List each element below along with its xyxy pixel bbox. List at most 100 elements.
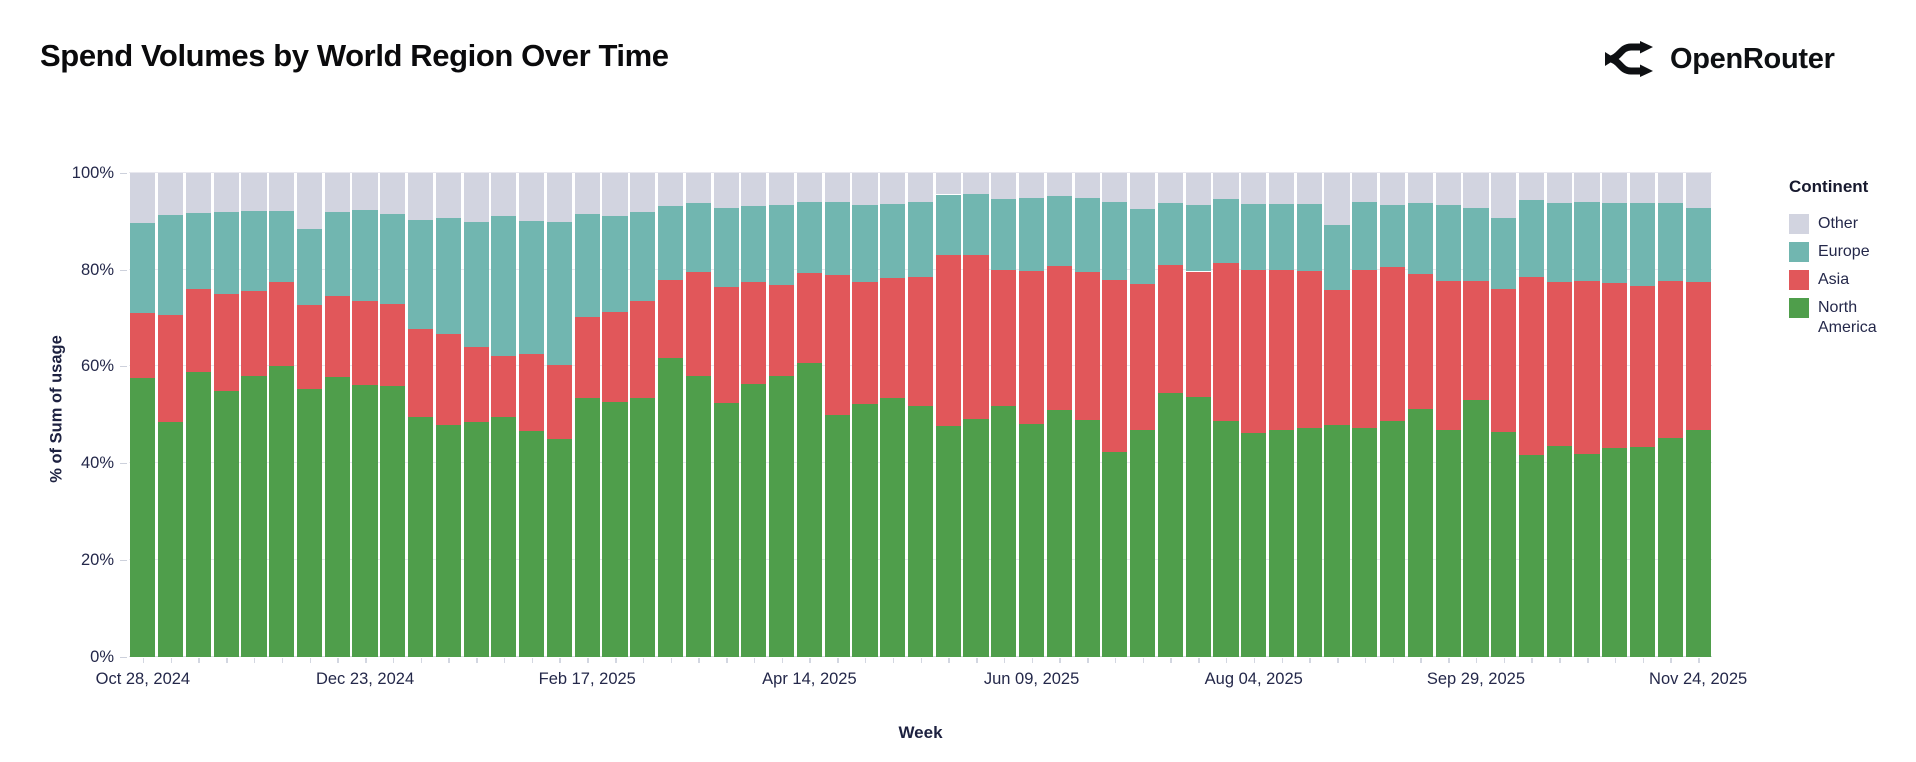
bar-segment-north_america[interactable] bbox=[741, 383, 767, 657]
bar-segment-other[interactable] bbox=[185, 172, 211, 213]
bar-segment-asia[interactable] bbox=[435, 334, 461, 426]
bar-segment-asia[interactable] bbox=[1491, 288, 1517, 432]
bar-segment-north_america[interactable] bbox=[1380, 421, 1406, 657]
bar-segment-other[interactable] bbox=[241, 172, 267, 212]
legend-item-other[interactable]: Other bbox=[1789, 214, 1909, 234]
bar-segment-north_america[interactable] bbox=[963, 419, 989, 657]
bar-segment-asia[interactable] bbox=[935, 254, 961, 427]
bar-segment-europe[interactable] bbox=[935, 194, 961, 255]
bar-segment-asia[interactable] bbox=[324, 296, 350, 377]
bar-week-22[interactable] bbox=[713, 172, 739, 657]
bar-segment-other[interactable] bbox=[519, 172, 545, 222]
bar-segment-asia[interactable] bbox=[1130, 284, 1156, 430]
bar-week-13[interactable] bbox=[463, 172, 489, 657]
bar-segment-asia[interactable] bbox=[713, 286, 739, 403]
bar-segment-europe[interactable] bbox=[657, 205, 684, 281]
bar-segment-other[interactable] bbox=[1268, 172, 1295, 204]
bar-week-42[interactable] bbox=[1268, 172, 1295, 657]
bar-segment-other[interactable] bbox=[130, 172, 156, 223]
bar-week-32[interactable] bbox=[991, 172, 1017, 657]
bar-segment-europe[interactable] bbox=[130, 222, 156, 314]
bar-segment-asia[interactable] bbox=[769, 285, 795, 377]
bar-segment-other[interactable] bbox=[1074, 172, 1100, 199]
bar-segment-europe[interactable] bbox=[769, 205, 795, 286]
bar-segment-europe[interactable] bbox=[796, 201, 822, 274]
bar-segment-other[interactable] bbox=[907, 172, 934, 202]
bar-segment-europe[interactable] bbox=[1491, 217, 1517, 289]
bar-segment-europe[interactable] bbox=[991, 199, 1017, 271]
bar-segment-other[interactable] bbox=[213, 172, 239, 212]
bar-segment-asia[interactable] bbox=[685, 272, 711, 377]
bar-segment-north_america[interactable] bbox=[1629, 446, 1656, 657]
bar-segment-other[interactable] bbox=[352, 172, 378, 210]
bar-segment-europe[interactable] bbox=[602, 215, 628, 312]
bar-segment-asia[interactable] bbox=[991, 270, 1017, 406]
bar-segment-asia[interactable] bbox=[408, 329, 434, 417]
bar-segment-asia[interactable] bbox=[1213, 263, 1239, 422]
bar-segment-asia[interactable] bbox=[852, 282, 878, 405]
bar-segment-other[interactable] bbox=[1102, 172, 1128, 203]
bar-segment-europe[interactable] bbox=[1324, 224, 1350, 290]
bar-segment-other[interactable] bbox=[1130, 172, 1156, 209]
bar-segment-north_america[interactable] bbox=[602, 401, 628, 657]
bar-week-27[interactable] bbox=[852, 172, 878, 657]
bar-week-35[interactable] bbox=[1074, 172, 1100, 657]
bar-segment-other[interactable] bbox=[1629, 172, 1656, 203]
bar-segment-europe[interactable] bbox=[1407, 202, 1433, 274]
bar-segment-asia[interactable] bbox=[213, 293, 239, 391]
bar-week-46[interactable] bbox=[1380, 172, 1406, 657]
bar-segment-other[interactable] bbox=[1435, 172, 1461, 206]
bar-segment-other[interactable] bbox=[435, 172, 461, 218]
bar-segment-europe[interactable] bbox=[296, 228, 323, 306]
bar-segment-europe[interactable] bbox=[1241, 204, 1267, 271]
bar-segment-europe[interactable] bbox=[574, 213, 600, 317]
bar-segment-north_america[interactable] bbox=[1463, 399, 1489, 657]
bar-segment-europe[interactable] bbox=[1185, 205, 1211, 272]
bar-segment-north_america[interactable] bbox=[130, 377, 156, 657]
bar-segment-europe[interactable] bbox=[1130, 208, 1156, 285]
bar-segment-other[interactable] bbox=[269, 172, 295, 211]
bar-segment-other[interactable] bbox=[546, 172, 573, 223]
bar-segment-north_america[interactable] bbox=[1102, 452, 1128, 657]
bar-week-52[interactable] bbox=[1546, 172, 1572, 657]
bar-segment-asia[interactable] bbox=[630, 301, 656, 399]
bar-segment-north_america[interactable] bbox=[907, 405, 934, 657]
bar-segment-other[interactable] bbox=[657, 172, 684, 206]
bar-week-55[interactable] bbox=[1629, 172, 1656, 657]
bar-week-2[interactable] bbox=[158, 172, 184, 657]
bar-segment-other[interactable] bbox=[602, 172, 628, 216]
bar-segment-europe[interactable] bbox=[907, 201, 934, 277]
bar-segment-asia[interactable] bbox=[1463, 280, 1489, 400]
bar-segment-other[interactable] bbox=[1685, 172, 1711, 208]
bar-segment-asia[interactable] bbox=[296, 305, 323, 390]
bar-segment-europe[interactable] bbox=[491, 215, 517, 357]
bar-segment-asia[interactable] bbox=[546, 365, 573, 440]
bar-segment-asia[interactable] bbox=[1241, 270, 1267, 434]
bar-segment-north_america[interactable] bbox=[435, 425, 461, 657]
bar-segment-other[interactable] bbox=[935, 172, 961, 195]
bar-segment-asia[interactable] bbox=[352, 300, 378, 385]
bar-segment-other[interactable] bbox=[630, 172, 656, 212]
bar-segment-europe[interactable] bbox=[1602, 203, 1628, 283]
bar-segment-north_america[interactable] bbox=[519, 430, 545, 657]
bar-segment-north_america[interactable] bbox=[324, 376, 350, 657]
bar-segment-north_america[interactable] bbox=[1185, 397, 1211, 657]
bar-week-34[interactable] bbox=[1046, 172, 1072, 657]
bar-week-21[interactable] bbox=[685, 172, 711, 657]
bar-segment-north_america[interactable] bbox=[1074, 420, 1100, 657]
bar-segment-other[interactable] bbox=[1518, 172, 1545, 200]
bar-segment-europe[interactable] bbox=[824, 202, 850, 275]
bar-week-39[interactable] bbox=[1185, 172, 1211, 657]
bar-segment-europe[interactable] bbox=[685, 202, 711, 273]
bar-segment-asia[interactable] bbox=[1185, 271, 1211, 398]
bar-segment-other[interactable] bbox=[1213, 172, 1239, 199]
bar-segment-asia[interactable] bbox=[185, 288, 211, 373]
bar-week-5[interactable] bbox=[241, 172, 267, 657]
bar-segment-north_america[interactable] bbox=[1546, 445, 1572, 657]
bar-segment-other[interactable] bbox=[713, 172, 739, 208]
bar-segment-other[interactable] bbox=[852, 172, 878, 206]
bar-segment-europe[interactable] bbox=[1046, 196, 1072, 267]
bar-segment-europe[interactable] bbox=[1213, 198, 1239, 264]
bar-segment-europe[interactable] bbox=[1380, 204, 1406, 267]
bar-segment-other[interactable] bbox=[1407, 172, 1433, 203]
